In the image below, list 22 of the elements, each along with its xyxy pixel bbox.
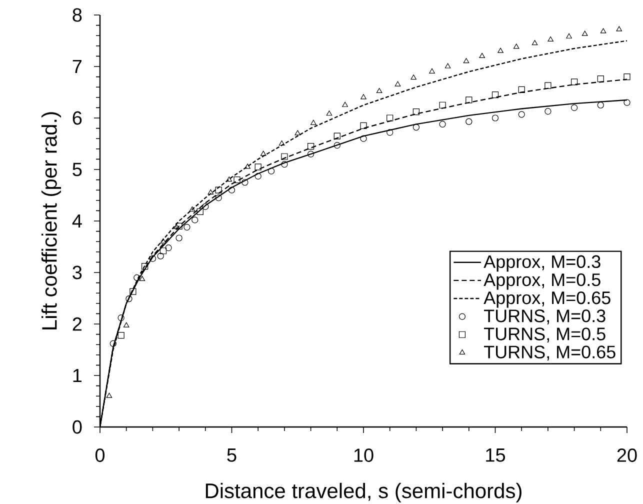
legend-label: Approx, M=0.3 bbox=[484, 255, 600, 272]
legend-label: TURNS, M=0.5 bbox=[484, 328, 606, 342]
legend-label: TURNS, M=0.65 bbox=[484, 346, 616, 361]
y-axis-title: Lift coefficient (per rad.) bbox=[41, 112, 62, 330]
y-tick-label: 3 bbox=[72, 266, 82, 280]
y-tick-label: 6 bbox=[72, 111, 82, 125]
legend-label: Approx, M=0.65 bbox=[484, 291, 610, 308]
y-tick-label: 5 bbox=[72, 162, 82, 176]
x-tick-label: 15 bbox=[486, 448, 506, 462]
x-axis-title: Distance traveled, s (semi-chords) bbox=[206, 482, 522, 502]
y-tick-label: 4 bbox=[72, 214, 82, 228]
x-tick-label: 5 bbox=[227, 448, 236, 462]
y-tick-label: 1 bbox=[73, 368, 82, 382]
x-tick-label: 0 bbox=[95, 448, 105, 462]
legend-label: Approx, M=0.5 bbox=[484, 273, 600, 290]
y-tick-label: 0 bbox=[72, 420, 82, 434]
y-tick-label: 8 bbox=[72, 8, 82, 22]
legend-label: TURNS, M=0.3 bbox=[484, 310, 606, 324]
x-tick-label: 20 bbox=[617, 448, 637, 462]
y-tick-label: 7 bbox=[72, 60, 82, 74]
y-tick-label: 2 bbox=[72, 317, 82, 331]
x-tick-label: 10 bbox=[354, 448, 374, 462]
